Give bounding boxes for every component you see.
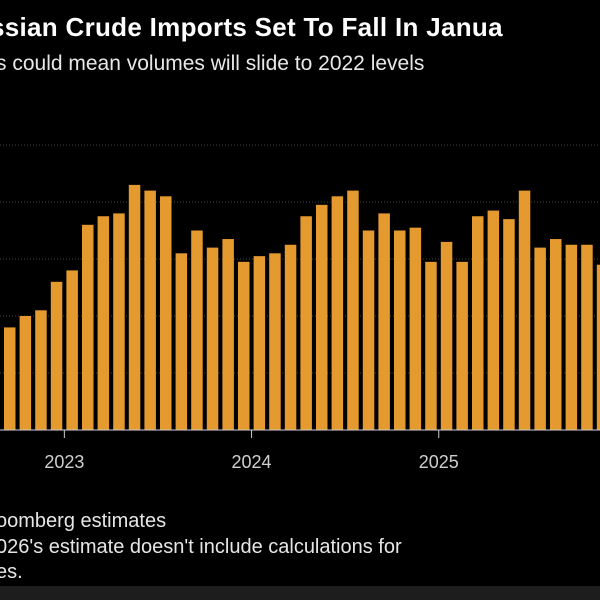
bar-2023-07 [160,196,172,430]
footnote-source: oomberg estimates [0,510,167,532]
bar-2023-08 [175,253,188,430]
bar-2023-09 [191,230,203,430]
bar-2024-10 [394,230,406,430]
bar-2024-02 [269,253,281,430]
bar-2024-01 [253,256,266,430]
bar-2025-09 [565,244,578,430]
bars [4,184,600,430]
bar-2023-02 [82,224,94,430]
bar-2025-02 [456,261,468,430]
x-axis: 2023 2024 2025 [0,429,600,472]
bar-2025-10 [581,244,593,430]
bar-2024-06 [331,196,344,430]
bar-2025-07 [534,247,546,430]
bar-2022-09 [4,327,16,430]
bar-2025-01 [440,241,453,430]
bar-2024-11 [409,227,422,430]
bar-2025-03 [472,216,484,430]
bar-2022-10 [19,316,32,430]
chart-title: ssian Crude Imports Set To Fall In Janua [0,12,503,42]
footnote-note-continued: es. [0,561,23,583]
bar-2024-09 [378,213,390,430]
chart-subtitle: s could mean volumes will slide to 2022 … [0,52,425,75]
bar-2025-11 [596,264,600,430]
bar-2023-06 [144,190,156,430]
bar-2023-10 [206,247,219,430]
bar-2025-06 [518,190,531,430]
x-tick-label: 2023 [44,452,84,472]
bar-2024-05 [316,204,328,430]
bar-2024-12 [425,261,437,430]
bottom-strip [0,586,600,600]
bar-2025-04 [487,210,500,430]
bar-2022-12 [50,281,63,430]
bar-2023-05 [128,184,141,430]
x-tick-label: 2024 [232,452,272,472]
bar-2023-04 [113,213,125,430]
bar-2024-04 [300,216,312,430]
bar-2025-05 [503,219,515,430]
bar-2023-01 [66,270,78,430]
bar-2024-08 [362,230,375,430]
x-tick-label: 2025 [419,452,459,472]
bar-2024-03 [284,244,297,430]
bar-2025-08 [550,239,562,430]
bar-2023-11 [222,239,234,430]
bar-2023-03 [97,216,110,430]
bar-2024-07 [347,190,359,430]
bar-2023-12 [238,261,250,430]
bar-2022-11 [35,310,47,430]
footnote-note: 026's estimate doesn't include calculati… [0,536,402,558]
